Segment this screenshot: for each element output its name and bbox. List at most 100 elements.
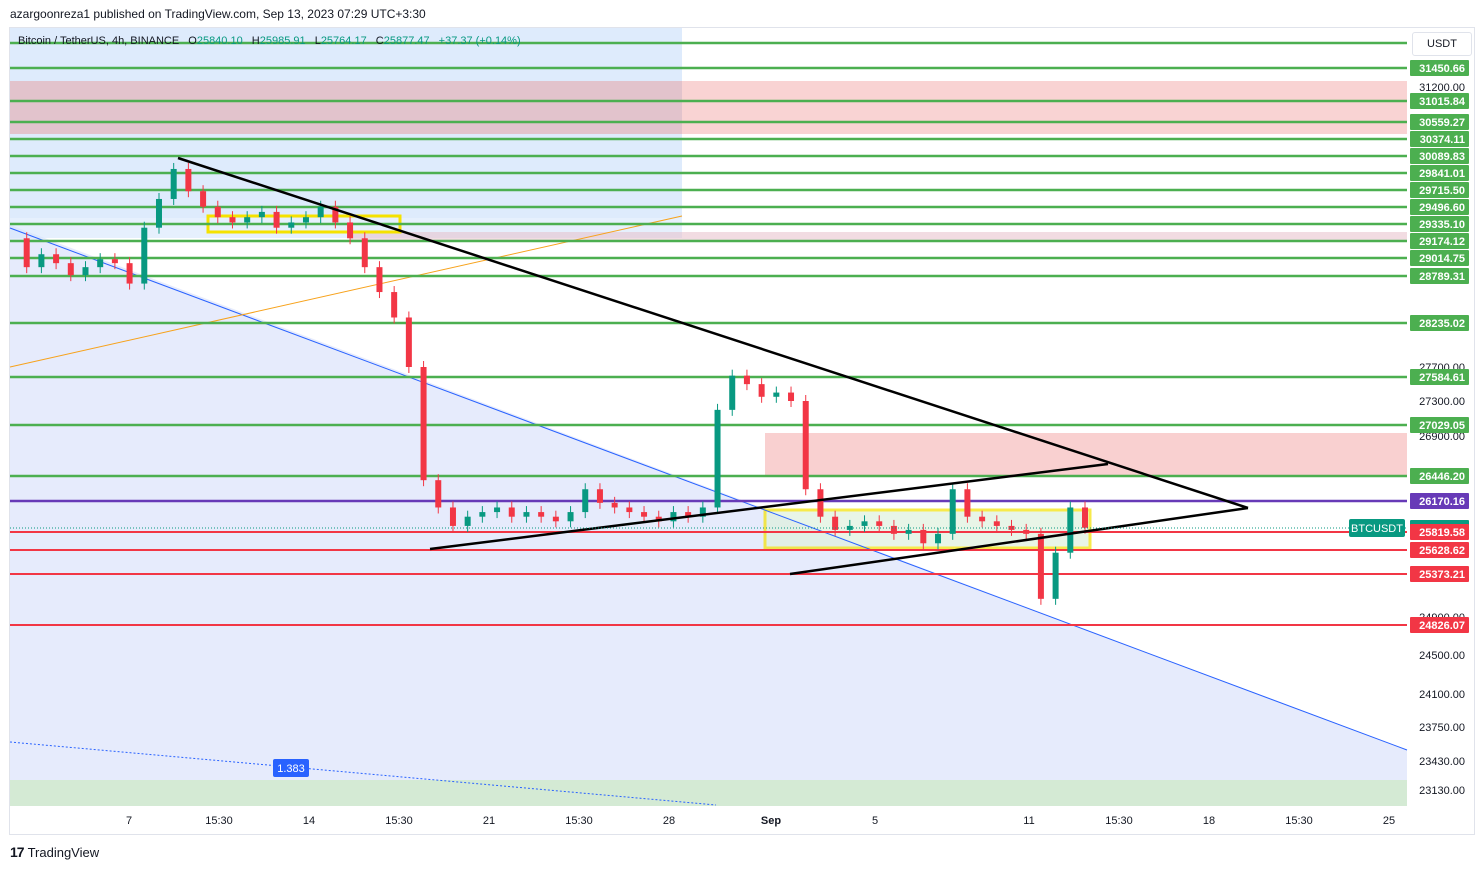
candle-body — [479, 512, 486, 517]
candle-body — [685, 512, 692, 517]
price-tick-label: 23750.00 — [1419, 722, 1465, 734]
candle-body — [993, 521, 1000, 526]
time-tick-label: 5 — [872, 815, 878, 827]
open-value: 25840.10 — [196, 35, 243, 47]
price-tick-label: 23130.00 — [1419, 785, 1465, 797]
price-level-tag-text: 26446.20 — [1419, 471, 1465, 483]
candle-body — [641, 512, 648, 517]
candle-body — [38, 254, 45, 268]
publisher-caption: azargoonreza1 published on TradingView.c… — [10, 7, 426, 21]
price-level-tag-text: 25373.21 — [1419, 569, 1465, 581]
price-level-tag-text: 26170.16 — [1419, 496, 1465, 508]
change-value: +37.37 (+0.14%) — [438, 35, 521, 47]
red-supply-zone-overlap — [10, 81, 682, 134]
candle-body — [405, 317, 412, 367]
price-level-tag — [1410, 60, 1469, 76]
candle-body — [846, 525, 853, 530]
candle-body — [141, 227, 148, 284]
price-level-tag — [1410, 493, 1469, 509]
high-value: 25985.91 — [259, 35, 306, 47]
candle-body — [449, 507, 456, 526]
price-level-tag-text: 27584.61 — [1419, 372, 1465, 384]
price-level-tag-text: 25628.62 — [1419, 545, 1465, 557]
price-tick-label: 26900.00 — [1419, 431, 1465, 443]
candle-body — [464, 516, 471, 526]
low-label: L — [314, 35, 321, 47]
candle-body — [376, 267, 383, 293]
price-level-tag — [1410, 114, 1469, 130]
price-level-tag — [1410, 148, 1469, 164]
low-value: 25764.17 — [320, 35, 367, 47]
time-tick-label: 15:30 — [205, 815, 233, 827]
time-tick-label: 7 — [126, 815, 132, 827]
candle-body — [508, 507, 515, 517]
ticker-label-box — [1349, 519, 1405, 537]
candle-body — [670, 512, 677, 522]
candle-body — [155, 198, 162, 228]
candle-body — [420, 367, 427, 481]
price-level-tag-text: 29496.60 — [1419, 202, 1465, 214]
candle-body — [773, 392, 780, 397]
candle-body — [1067, 507, 1074, 553]
price-level-tag — [1410, 165, 1469, 181]
candle-body — [743, 375, 750, 385]
price-level-tag — [1410, 417, 1469, 433]
candle-body — [494, 507, 501, 513]
candle-body — [523, 512, 530, 517]
candle-body — [876, 521, 883, 526]
price-tick-label: 24100.00 — [1419, 689, 1465, 701]
time-tick-label: 15:30 — [1105, 815, 1133, 827]
close-value: 25877.47 — [383, 35, 430, 47]
price-level-tag-text: 24826.07 — [1419, 620, 1465, 632]
candle-body — [229, 217, 236, 223]
time-tick-label: 14 — [303, 815, 315, 827]
pink-band — [350, 232, 1407, 242]
open-label: O — [188, 35, 197, 47]
candle-body — [214, 206, 221, 218]
candle-body — [832, 516, 839, 530]
price-level-tag — [1410, 199, 1469, 215]
candle-body — [538, 512, 545, 517]
candle-body — [949, 489, 956, 534]
price-level-tag — [1410, 131, 1469, 147]
time-tick-label: 18 — [1203, 815, 1215, 827]
candle-body — [126, 263, 133, 284]
time-tick-label: 11 — [1023, 815, 1034, 827]
candle-body — [552, 516, 559, 522]
ticker-label: BTCUSDT — [1351, 523, 1403, 535]
candle-body — [802, 401, 809, 490]
candle-body — [1082, 507, 1088, 528]
price-level-tag — [1410, 566, 1469, 582]
candle-body — [273, 211, 280, 228]
candle-body — [979, 516, 986, 522]
price-level-tag — [1410, 182, 1469, 198]
price-level-tag-text: 30559.27 — [1419, 117, 1465, 129]
candle-body — [317, 206, 324, 218]
price-tick-label: 31200.00 — [1419, 82, 1465, 94]
price-level-tag-text: 31450.66 — [1419, 63, 1465, 75]
price-level-tag-text: 29335.10 — [1419, 219, 1465, 231]
price-axis: 31200.0027700.0027300.0026900.0024900.00… — [1410, 60, 1469, 797]
fib-label-box — [273, 759, 309, 777]
candle-body — [729, 375, 736, 410]
high-label: H — [251, 35, 260, 47]
candle-body — [567, 512, 574, 522]
time-tick-label: 15:30 — [1285, 815, 1313, 827]
price-level-tag — [1410, 216, 1469, 232]
black-ascending-trendline-2 — [789, 506, 1249, 576]
price-level-tag-text: 30089.83 — [1419, 151, 1465, 163]
candle-body — [53, 254, 60, 264]
price-level-tag-text: 29715.50 — [1419, 185, 1465, 197]
price-level-tag — [1410, 468, 1469, 484]
currency-selector[interactable]: USDT — [1412, 32, 1472, 56]
symbol-legend: Bitcoin / TetherUS, 4h, BINANCE O25840.1… — [18, 35, 521, 47]
tradingview-logo[interactable]: 17 TradingView — [10, 844, 99, 860]
candle-body — [699, 507, 706, 517]
tradingview-logo-mark: 17 — [10, 844, 25, 860]
candle-body — [1023, 529, 1030, 534]
price-level-tag-text: 28789.31 — [1419, 271, 1465, 283]
symbol-name: Bitcoin / TetherUS, 4h, BINANCE — [18, 35, 180, 47]
candle-body — [200, 191, 207, 207]
time-tick-label: 25 — [1383, 815, 1395, 827]
